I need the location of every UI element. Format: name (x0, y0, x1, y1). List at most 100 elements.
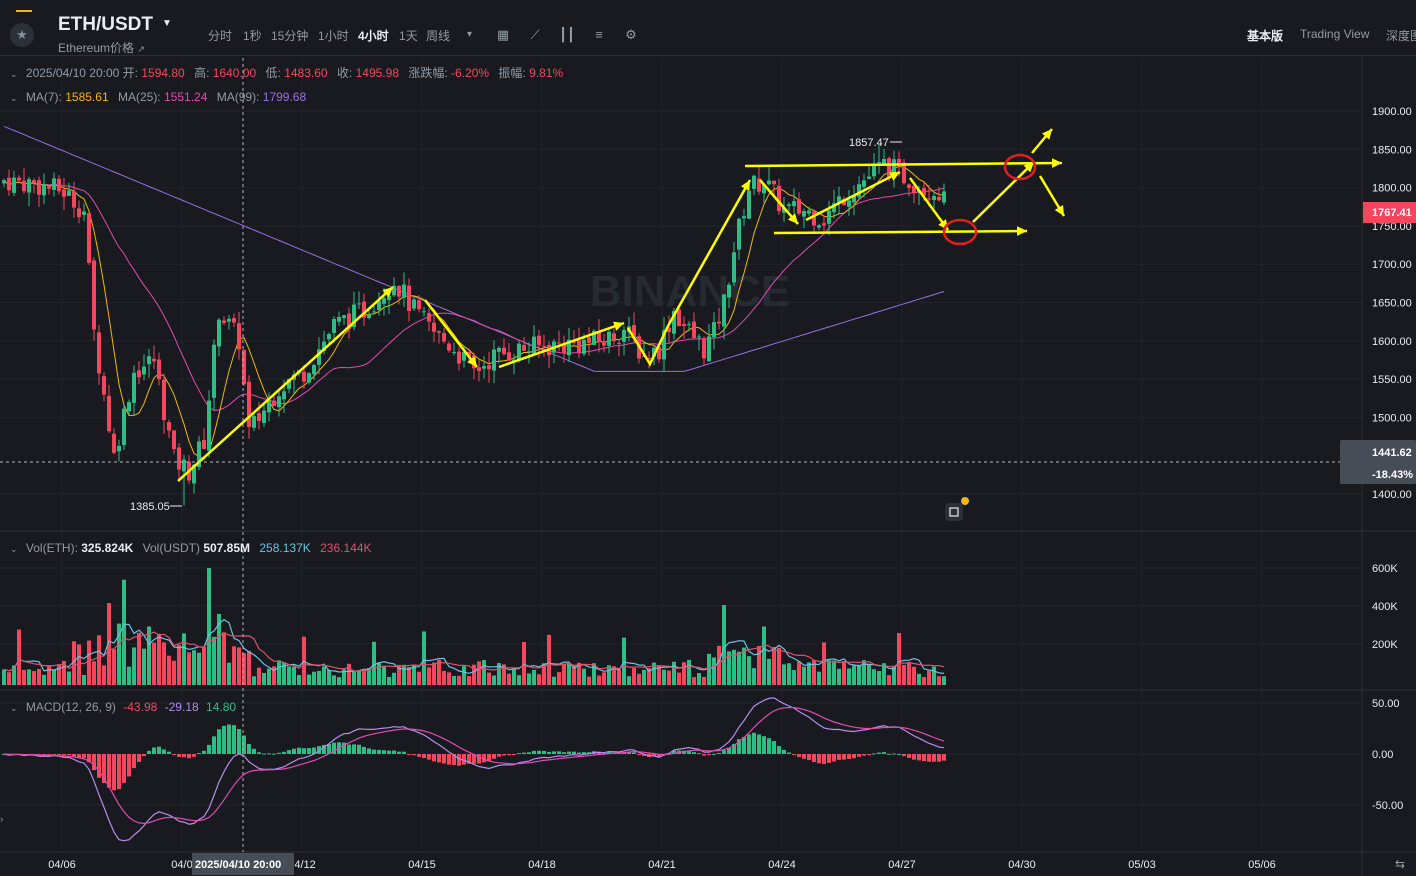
volume-bar (802, 666, 806, 685)
candle-body (317, 349, 321, 365)
candle-body (752, 175, 756, 189)
volume-bar (457, 675, 461, 685)
candle-body (827, 210, 831, 224)
macd-axis-label: 50.00 (1372, 698, 1400, 710)
pair-subtitle[interactable]: Ethereum价格 ↗ (58, 41, 145, 55)
ma-legend: ⌄ MA(7): 1585.61 MA(25): 1551.24 MA(99):… (10, 90, 306, 104)
candle-body (572, 341, 576, 343)
view-tradingview[interactable]: Trading View (1300, 27, 1370, 41)
collapse-chevron-icon[interactable]: ⌄ (10, 69, 18, 79)
volume-bar (497, 663, 501, 685)
collapse-chevron-icon[interactable]: ⌄ (10, 544, 18, 554)
interval-1h[interactable]: 1小时 (318, 29, 349, 43)
macd-bar (497, 754, 501, 757)
candle-body (37, 180, 41, 195)
candle-body (847, 200, 851, 207)
macd-bar (352, 744, 356, 754)
macd-bar (432, 754, 436, 762)
macd-bar (212, 736, 216, 754)
candle-body (797, 199, 801, 214)
macd-bar (147, 750, 151, 754)
candle-body (12, 177, 16, 193)
interval-realtime[interactable]: 分时 (208, 29, 233, 43)
interval-1s[interactable]: 1秒 (243, 29, 262, 43)
interval-1d[interactable]: 1天 (399, 29, 418, 43)
macd-bar (312, 747, 316, 754)
macd-bar (447, 754, 451, 765)
macd-bar (362, 746, 366, 754)
volume-bar (452, 675, 456, 685)
volume-bar (262, 672, 266, 685)
candle-body (372, 311, 376, 313)
volume-bar (927, 670, 931, 685)
candle-body (567, 339, 571, 356)
volume-bar (427, 667, 431, 685)
price-axis-label: 1550.00 (1372, 374, 1412, 386)
candle-body (697, 336, 701, 338)
vol-usdt-label: Vol(USDT) (142, 541, 200, 555)
candle-body (47, 186, 51, 189)
macd-bar (852, 754, 856, 759)
chevron-right-icon[interactable]: › (0, 814, 3, 825)
macd-bar (487, 754, 491, 762)
resistance-line (744, 161, 1063, 168)
macd-bar (137, 754, 141, 762)
chart-reset-icon[interactable]: ⇆ (1395, 857, 1405, 871)
volume-bar (752, 668, 756, 685)
volume-bar (762, 626, 766, 685)
ma25-line (3, 179, 945, 411)
vol-ma10-value: 236.144K (320, 541, 372, 555)
candle-body (392, 285, 396, 296)
macd-bar (572, 751, 576, 754)
volume-bar (687, 659, 691, 685)
macd-bar (282, 751, 286, 754)
draw-line-icon[interactable]: ⟋ (530, 27, 540, 42)
indicator-icon[interactable]: ≡ (595, 27, 603, 42)
star-icon[interactable]: ★ (10, 23, 34, 47)
candle-body (747, 190, 751, 219)
view-depth[interactable]: 深度图 (1386, 29, 1416, 43)
alert-icon[interactable] (945, 503, 963, 521)
interval-4h[interactable]: 4小时 (358, 29, 389, 43)
interval-1w[interactable]: 周线 (426, 29, 451, 43)
macd-bar (837, 754, 841, 760)
vol-ma5-path (3, 618, 945, 674)
volume-axis-label: 200K (1372, 639, 1398, 651)
volume-bar (567, 663, 571, 685)
volume-bar (217, 613, 221, 685)
more-intervals-chevron-icon[interactable]: ▾ (467, 29, 473, 40)
calendar-icon[interactable]: ▦ (496, 27, 510, 42)
candle-body (542, 345, 546, 347)
volume-bar (232, 646, 236, 685)
candle-body (667, 327, 671, 333)
candle-body (837, 196, 841, 203)
macd-bar (112, 754, 116, 791)
settings-icon[interactable]: ⚙ (625, 27, 637, 42)
volume-bar (557, 672, 561, 685)
vol-eth-label: Vol(ETH): (25, 541, 78, 555)
vol-eth-value: 325.824K (81, 541, 134, 555)
ma7-value: 1585.61 (65, 90, 109, 104)
volume-bar (332, 675, 336, 685)
price-axis-label: 1900.00 (1372, 106, 1412, 118)
volume-bar (227, 662, 231, 685)
candle-type-icon[interactable]: ┃┃ (559, 27, 575, 42)
amp-value: 9.81% (529, 66, 564, 80)
collapse-chevron-icon[interactable]: ⌄ (10, 703, 18, 713)
pair-title[interactable]: ETH/USDT (58, 14, 153, 35)
macd-bar (742, 736, 746, 754)
macd-bar (782, 749, 786, 754)
ma25-path (3, 179, 945, 411)
macd-bar (547, 751, 551, 754)
interval-15m[interactable]: 15分钟 (271, 29, 309, 43)
macd-bar (842, 754, 846, 760)
collapse-chevron-icon[interactable]: ⌄ (10, 93, 18, 103)
view-basic[interactable]: 基本版 (1247, 29, 1284, 43)
candle-body (357, 303, 361, 305)
macd-signal-value: -29.18 (164, 700, 199, 714)
trend-arrow-head (1023, 162, 1034, 173)
chevron-down-icon[interactable]: ▼ (162, 18, 172, 29)
volume-bar (892, 665, 896, 685)
volume-bar (247, 650, 251, 685)
